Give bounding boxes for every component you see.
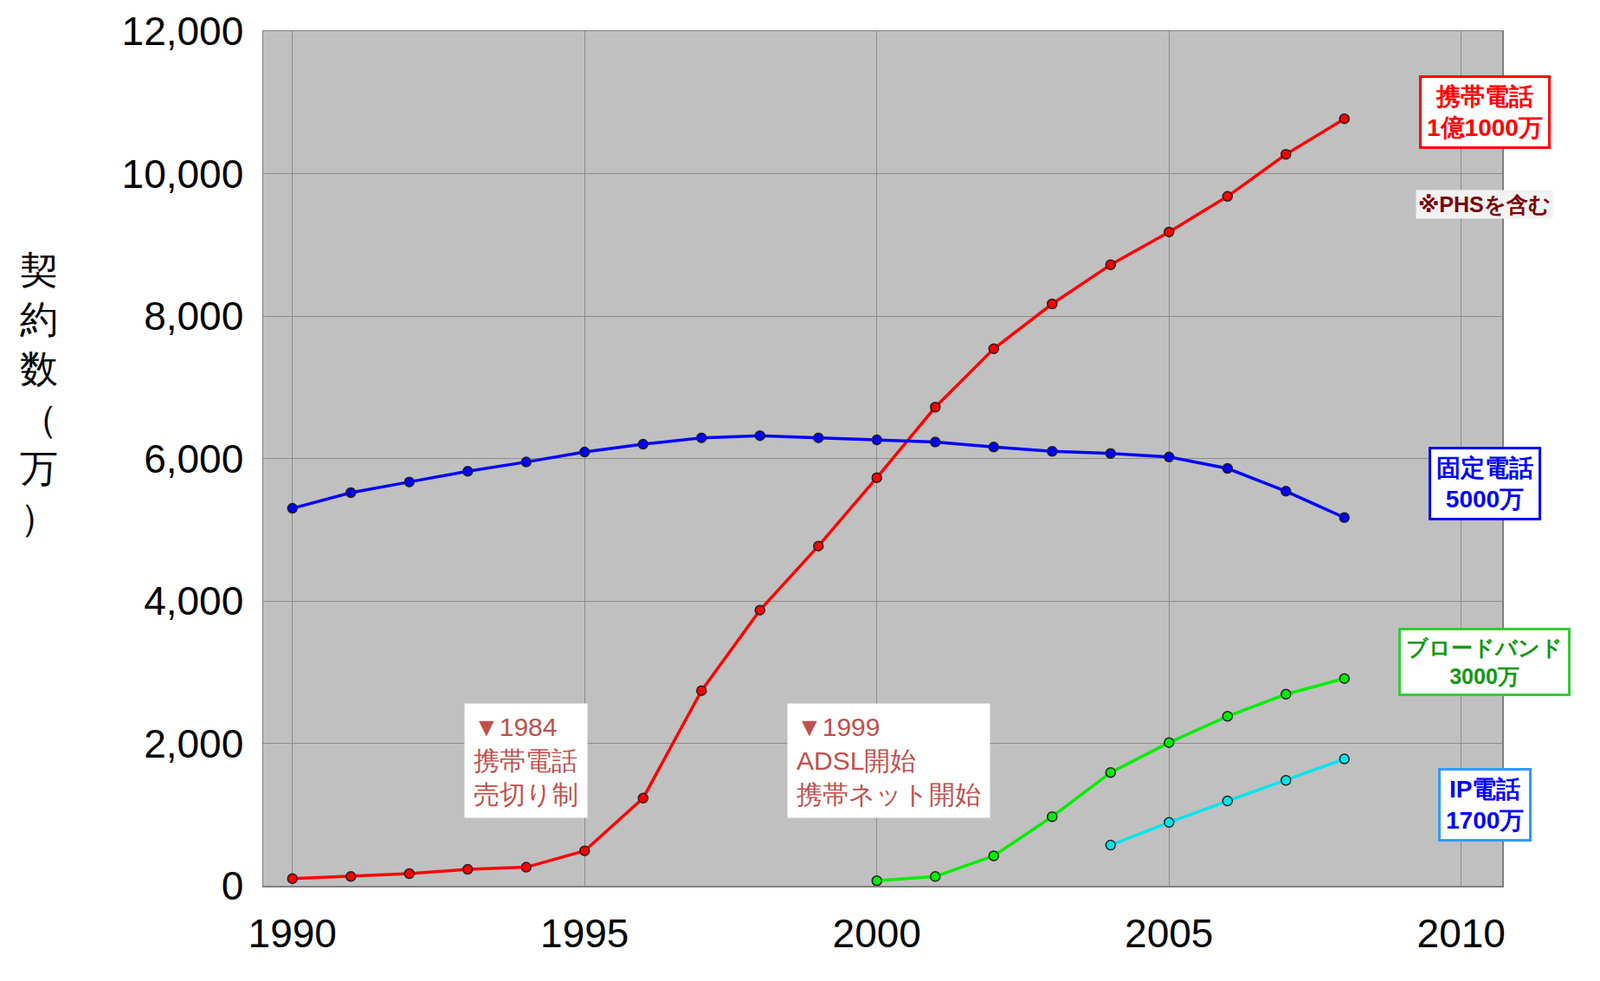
svg-text:2,000: 2,000 [143,721,244,767]
svg-text:2010: 2010 [1417,910,1506,956]
svg-text:8,000: 8,000 [143,293,244,339]
svg-text:▼1999ADSL開始携帯ネット開始: ▼1999ADSL開始携帯ネット開始 [796,712,981,809]
svg-text:ブロードバンド3000万: ブロードバンド3000万 [1406,635,1563,689]
svg-text:固定電話5000万: 固定電話5000万 [1436,454,1534,513]
svg-text:0: 0 [221,863,245,909]
svg-text:2000: 2000 [832,910,922,956]
svg-text:12,000: 12,000 [122,8,245,54]
svg-text:IP電話1700万: IP電話1700万 [1445,775,1524,834]
svg-text:10,000: 10,000 [122,151,245,197]
svg-text:※PHSを含む: ※PHSを含む [1418,192,1551,217]
svg-text:2005: 2005 [1124,910,1213,956]
svg-text:▼1984携帯電話売切り制: ▼1984携帯電話売切り制 [473,712,579,809]
svg-text:1990: 1990 [248,910,337,956]
svg-text:契約数（万）: 契約数（万） [19,248,59,539]
svg-text:6,000: 6,000 [143,436,244,482]
svg-text:携帯電話1億1000万: 携帯電話1億1000万 [1426,83,1543,142]
svg-text:4,000: 4,000 [143,578,244,624]
svg-text:1995: 1995 [540,910,629,956]
